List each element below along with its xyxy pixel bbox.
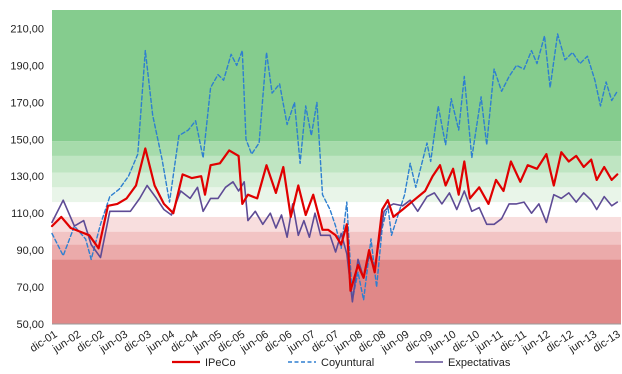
y-tick-label: 190,00 xyxy=(10,60,44,72)
y-tick-label: 130,00 xyxy=(10,171,44,183)
legend: IPeCo Coyuntural Expectativas xyxy=(172,357,511,369)
background-band xyxy=(52,10,621,142)
y-tick-label: 170,00 xyxy=(10,97,44,109)
y-tick-label: 70,00 xyxy=(16,282,44,294)
background-band xyxy=(52,155,621,173)
y-axis: 50,00 70,00 90,00 110,00 130,00 150,00 170,00 1… xyxy=(10,23,44,331)
background-band xyxy=(52,244,621,260)
background-band xyxy=(52,216,621,232)
y-tick-label: 90,00 xyxy=(16,245,44,257)
series-lines xyxy=(50,33,619,303)
series-line-ipeco xyxy=(50,147,619,292)
y-tick-label: 110,00 xyxy=(11,208,44,220)
y-tick-label: 150,00 xyxy=(10,134,44,146)
y-tick-label: 50,00 xyxy=(16,319,44,331)
background-band xyxy=(52,141,621,156)
legend-label: Expectativas xyxy=(448,357,511,369)
y-tick-label: 210,00 xyxy=(10,23,44,35)
series-line-expectativas xyxy=(51,181,619,303)
background-band xyxy=(52,259,621,324)
legend-label: IPeCo xyxy=(205,357,236,369)
background-band xyxy=(52,187,621,203)
background-band xyxy=(52,202,621,217)
legend-label: Coyuntural xyxy=(321,357,374,369)
series-line-coyuntural xyxy=(51,33,618,301)
background-bands xyxy=(52,10,621,324)
background-band xyxy=(52,172,621,188)
